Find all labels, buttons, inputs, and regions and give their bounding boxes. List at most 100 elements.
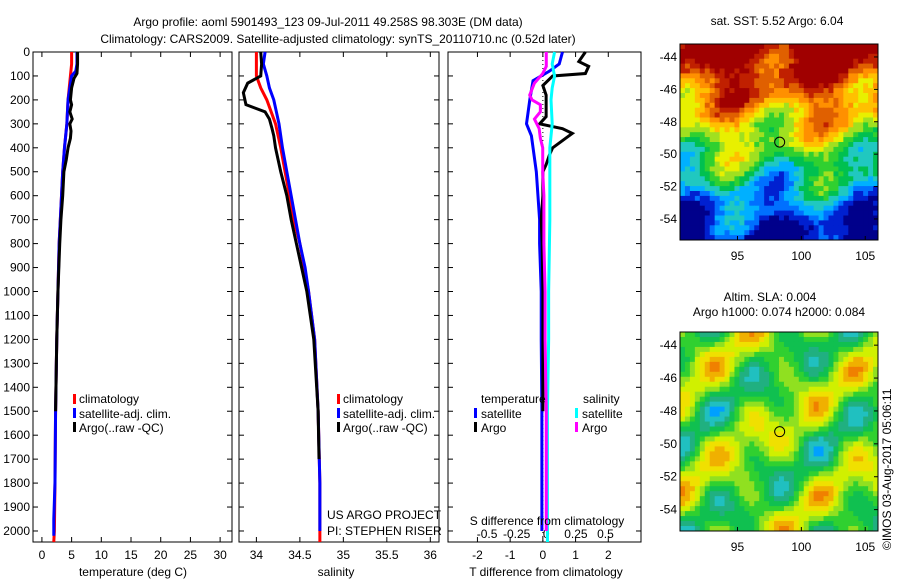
map-cell bbox=[798, 426, 805, 432]
map-cell bbox=[848, 361, 854, 368]
map-cell bbox=[848, 451, 854, 457]
map-cell bbox=[788, 386, 795, 393]
map-cell bbox=[818, 371, 825, 378]
map-cell bbox=[714, 151, 721, 158]
map-cell bbox=[863, 117, 869, 123]
map-cell bbox=[680, 186, 686, 192]
map-cell bbox=[754, 166, 760, 172]
map-cell bbox=[788, 63, 795, 69]
map-cell bbox=[808, 471, 815, 477]
map-cell bbox=[709, 73, 716, 79]
map-cell bbox=[719, 88, 726, 94]
map-cell bbox=[709, 401, 716, 408]
map-cell bbox=[848, 391, 854, 398]
map-cell bbox=[793, 341, 800, 348]
map-cell bbox=[774, 346, 780, 353]
map-cell bbox=[694, 88, 701, 94]
map-cell bbox=[848, 406, 854, 413]
map-cell bbox=[699, 132, 706, 138]
map-cell bbox=[734, 332, 740, 338]
map-cell bbox=[823, 58, 829, 65]
map-cell bbox=[689, 102, 696, 109]
map-cell bbox=[719, 83, 726, 89]
map-cell bbox=[788, 456, 795, 462]
map-cell bbox=[788, 391, 795, 398]
map-cell bbox=[764, 486, 770, 492]
map-cell bbox=[694, 416, 701, 423]
map-cell bbox=[868, 511, 874, 517]
map-cell bbox=[764, 195, 770, 202]
map-cell bbox=[848, 127, 854, 133]
map-cell bbox=[858, 200, 864, 207]
map-cell bbox=[873, 230, 879, 236]
map-cell bbox=[818, 416, 825, 423]
map-cell bbox=[680, 235, 686, 241]
map-cell bbox=[694, 171, 701, 177]
map-cell bbox=[764, 205, 770, 212]
map-cell bbox=[699, 127, 706, 133]
map-cell bbox=[744, 53, 750, 60]
map-cell bbox=[769, 436, 775, 442]
map-cell bbox=[754, 181, 760, 187]
map-cell bbox=[803, 451, 810, 457]
map-cell bbox=[719, 156, 726, 163]
map-cell bbox=[798, 421, 805, 428]
map-cell bbox=[739, 63, 745, 69]
map-cell bbox=[863, 156, 869, 163]
map-cell bbox=[680, 191, 686, 197]
map-cell bbox=[744, 436, 750, 442]
map-cell bbox=[759, 391, 765, 398]
map-cell bbox=[724, 181, 730, 187]
map-cell bbox=[838, 48, 844, 55]
map-cell bbox=[774, 416, 780, 423]
map-cell bbox=[714, 506, 721, 512]
map-cell bbox=[769, 516, 775, 522]
map-cell bbox=[680, 481, 686, 487]
map-cell bbox=[783, 356, 790, 363]
map-cell bbox=[818, 122, 825, 128]
map-cell bbox=[843, 210, 849, 216]
map-cell bbox=[739, 401, 745, 408]
map-cell bbox=[749, 456, 755, 462]
map-cell bbox=[699, 421, 706, 428]
map-cell bbox=[689, 446, 696, 452]
map-cell bbox=[873, 426, 879, 432]
map-cell bbox=[719, 166, 726, 172]
map-cell bbox=[853, 230, 859, 236]
map-cell bbox=[779, 161, 785, 167]
map-cell bbox=[769, 88, 775, 94]
map-cell bbox=[719, 356, 726, 363]
map-cell bbox=[689, 461, 696, 467]
map-cell bbox=[779, 176, 785, 182]
map-cell bbox=[783, 466, 790, 472]
y-tick-label: 500 bbox=[10, 165, 30, 179]
map-cell bbox=[828, 511, 834, 517]
map-cell bbox=[828, 88, 834, 94]
map-cell bbox=[823, 461, 829, 467]
map-cell bbox=[684, 441, 691, 447]
map-cell bbox=[833, 386, 839, 393]
map-cell bbox=[714, 356, 721, 363]
map-cell bbox=[769, 351, 775, 358]
map-cell bbox=[793, 426, 800, 432]
map-cell bbox=[803, 151, 810, 158]
map-cell bbox=[868, 44, 874, 50]
map-cell bbox=[868, 332, 874, 338]
map-cell bbox=[699, 336, 706, 343]
map-cell bbox=[779, 366, 785, 373]
map-cell bbox=[808, 63, 815, 69]
map-cell bbox=[833, 436, 839, 442]
map-cell bbox=[828, 401, 834, 408]
map-cell bbox=[749, 142, 755, 148]
map-cell bbox=[724, 142, 730, 148]
map-cell bbox=[838, 361, 844, 368]
series-line-argo-raw-qc- bbox=[241, 51, 321, 460]
map-cell bbox=[749, 88, 755, 94]
map-cell bbox=[813, 526, 820, 532]
map-cell bbox=[744, 366, 750, 373]
map-cell bbox=[793, 161, 800, 167]
map-cell bbox=[833, 481, 839, 487]
map-cell bbox=[704, 481, 711, 487]
map-cell bbox=[868, 142, 874, 148]
map-cell bbox=[680, 142, 686, 148]
